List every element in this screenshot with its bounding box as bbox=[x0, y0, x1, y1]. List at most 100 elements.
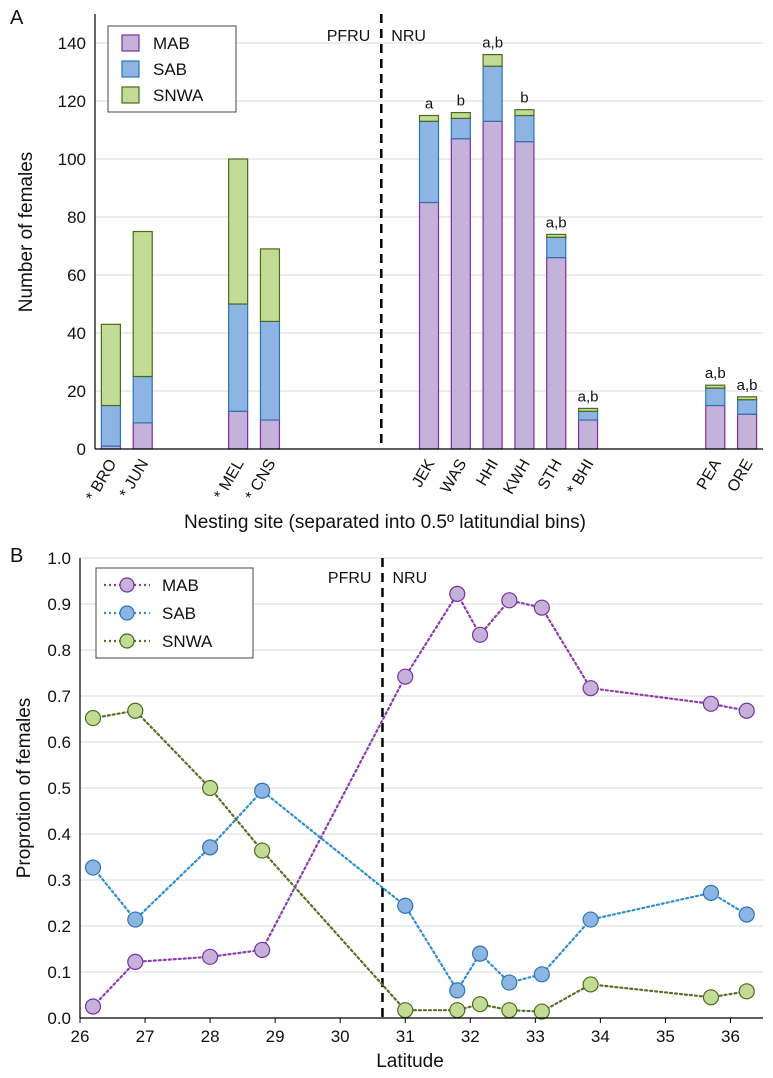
y-tick-label: 0.7 bbox=[47, 687, 71, 706]
bar-sab-was bbox=[450, 117, 471, 140]
point-sab bbox=[471, 945, 489, 962]
panel-b: B 0.0 0.1 0.2 0.3 0.4 0.5 0.6 0.7 0.8 0.9 1.0 26 27… bbox=[10, 545, 763, 1072]
x-tick-label: PEA bbox=[694, 456, 725, 493]
bar-annotation: a,b bbox=[578, 388, 599, 405]
point-sab bbox=[84, 859, 102, 876]
legend-label-mab: MAB bbox=[153, 34, 190, 53]
bar-sab-bhi bbox=[577, 410, 599, 421]
bar-annotation: a,b bbox=[705, 365, 726, 382]
bar-sab-bro bbox=[100, 404, 122, 447]
point-sab bbox=[397, 897, 414, 914]
x-tick-label: 35 bbox=[656, 1027, 675, 1046]
point-mab bbox=[84, 998, 102, 1015]
y-tick-label: 80 bbox=[67, 208, 86, 227]
point-snwa bbox=[582, 976, 599, 993]
point-sab bbox=[201, 839, 219, 856]
point-snwa bbox=[501, 1002, 518, 1019]
bar-snwa-bro bbox=[100, 323, 122, 407]
bar-sab-sth bbox=[546, 236, 567, 259]
panel-b-legend: MAB SAB SNWA bbox=[95, 567, 254, 659]
y-tick-label: 0.5 bbox=[47, 779, 71, 798]
x-tick-label: * CNS bbox=[242, 457, 279, 504]
legend-label-snwa: SNWA bbox=[153, 86, 204, 105]
point-snwa bbox=[738, 983, 755, 1000]
point-mab bbox=[254, 941, 271, 959]
bar-sab-jek bbox=[418, 120, 440, 204]
legend-marker-sab bbox=[119, 605, 135, 621]
panel-a-bars bbox=[100, 53, 758, 450]
point-sab bbox=[501, 974, 518, 991]
legend-swatch-sab bbox=[121, 60, 140, 78]
y-tick-label: 0.8 bbox=[47, 641, 71, 660]
x-tick-label: * BHI bbox=[564, 457, 597, 498]
panel-b-x-axis-label: Latitude bbox=[376, 1051, 444, 1072]
panel-b-label: B bbox=[10, 545, 23, 567]
bar-mab-kwh bbox=[514, 141, 535, 450]
series-line-mab bbox=[91, 591, 748, 1008]
x-tick-label: STH bbox=[535, 457, 566, 493]
point-snwa bbox=[127, 702, 144, 719]
bar-sab-mel bbox=[228, 303, 249, 412]
x-tick-label: * JUN bbox=[117, 457, 153, 502]
x-tick-label: 29 bbox=[266, 1027, 285, 1046]
point-mab bbox=[201, 948, 219, 965]
y-tick-label: 0 bbox=[77, 440, 86, 459]
bar-mab-was bbox=[450, 138, 471, 450]
point-mab bbox=[738, 702, 755, 719]
bar-snwa-kwh bbox=[514, 109, 535, 117]
bar-annotation: a,b bbox=[482, 35, 503, 52]
bar-sab-pea bbox=[705, 387, 726, 407]
legend-swatch-mab bbox=[121, 34, 140, 52]
panel-a-region-right: NRU bbox=[391, 28, 426, 45]
bar-mab-sth bbox=[546, 257, 567, 450]
x-tick-label: 31 bbox=[396, 1027, 415, 1046]
panel-b-x-tick-labels: 26 27 28 29 30 31 32 33 34 35 36 bbox=[71, 1018, 740, 1046]
point-sab bbox=[738, 906, 755, 923]
legend-marker-mab bbox=[119, 577, 135, 593]
bar-mab-bhi bbox=[577, 419, 599, 450]
point-mab bbox=[501, 592, 518, 609]
x-tick-label: 28 bbox=[201, 1027, 220, 1046]
y-tick-label: 0.6 bbox=[47, 733, 71, 752]
y-tick-label: 100 bbox=[58, 150, 86, 169]
x-tick-label: 33 bbox=[526, 1027, 545, 1046]
bar-snwa-jun bbox=[132, 230, 153, 378]
point-sab bbox=[449, 982, 466, 999]
bar-mab-jek bbox=[418, 201, 440, 450]
point-mab bbox=[533, 599, 550, 616]
legend-label-snwa: SNWA bbox=[162, 632, 213, 651]
y-tick-label: 120 bbox=[58, 92, 86, 111]
bar-annotation: a,b bbox=[546, 214, 567, 231]
y-tick-label: 0.3 bbox=[47, 871, 71, 890]
x-tick-label: ORE bbox=[725, 457, 757, 496]
point-sab bbox=[582, 911, 599, 928]
y-tick-label: 0.9 bbox=[47, 595, 71, 614]
panel-a-y-axis-label: Number of females bbox=[16, 152, 37, 313]
y-tick-label: 20 bbox=[67, 382, 86, 401]
bar-snwa-was bbox=[450, 111, 471, 119]
x-tick-label: 34 bbox=[591, 1027, 610, 1046]
panel-b-region-right: NRU bbox=[392, 570, 427, 587]
panel-a-region-left: PFRU bbox=[327, 28, 371, 45]
bar-annotation: a,b bbox=[737, 377, 758, 394]
bar-snwa-bhi bbox=[577, 407, 599, 412]
point-sab bbox=[254, 782, 271, 799]
panel-a-annotations: a b a,b b a,b a,b a,b a,b bbox=[425, 35, 758, 406]
panel-a-y-tick-labels: 0 20 40 60 80 100 120 140 bbox=[58, 34, 86, 459]
bar-mab-pea bbox=[705, 404, 726, 450]
bar-sab-cns bbox=[259, 320, 281, 421]
panel-a-legend: MAB SAB SNWA bbox=[107, 25, 237, 113]
bar-mab-jun bbox=[132, 422, 153, 450]
point-sab bbox=[127, 911, 144, 928]
x-tick-label: 36 bbox=[721, 1027, 740, 1046]
point-mab bbox=[471, 626, 489, 643]
point-mab bbox=[449, 585, 466, 602]
y-tick-label: 60 bbox=[67, 266, 86, 285]
bar-snwa-jek bbox=[418, 114, 440, 122]
legend-swatch-snwa bbox=[121, 86, 140, 104]
bar-annotation: b bbox=[457, 93, 465, 110]
y-tick-label: 1.0 bbox=[47, 549, 71, 568]
